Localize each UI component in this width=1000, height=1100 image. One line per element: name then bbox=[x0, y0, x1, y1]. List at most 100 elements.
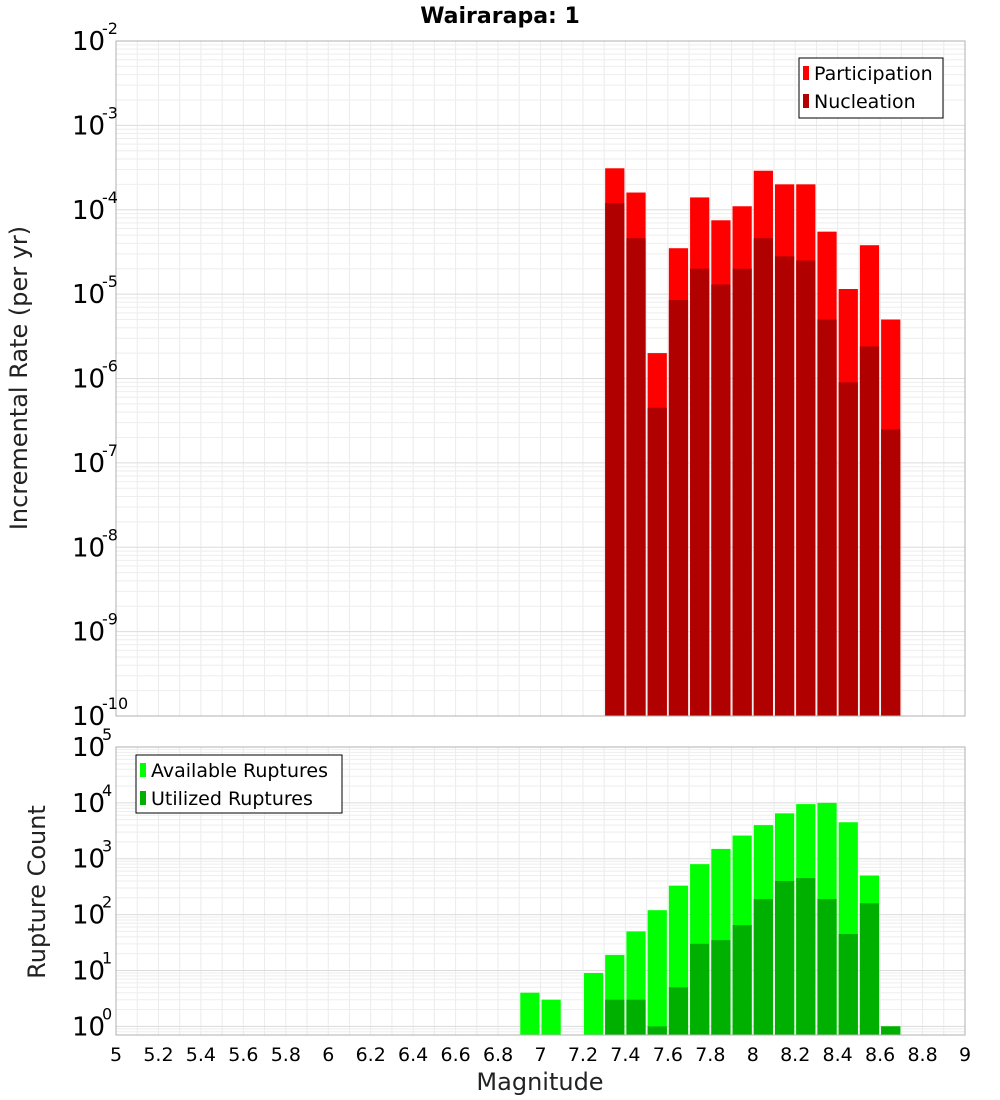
bottom-panel-legend: Available Ruptures Utilized Ruptures bbox=[135, 754, 343, 814]
y-tick-label: 102 bbox=[72, 893, 112, 931]
svg-text:10: 10 bbox=[72, 365, 105, 395]
nucleation-bar bbox=[838, 382, 858, 716]
bottom-panel-grid bbox=[115, 747, 966, 1036]
x-tick-label: 8.6 bbox=[865, 1044, 895, 1066]
x-axis-label: Magnitude bbox=[476, 1068, 603, 1096]
bottom-panel-frame bbox=[115, 746, 966, 1036]
top-panel-frame bbox=[115, 40, 966, 717]
y-tick-label: 10-2 bbox=[72, 19, 118, 57]
utilized-ruptures-bar bbox=[817, 899, 837, 1035]
x-tick-label: 6.8 bbox=[483, 1044, 513, 1066]
x-tick-label: 6.2 bbox=[356, 1044, 386, 1066]
y-tick-label: 10-6 bbox=[72, 357, 118, 395]
svg-text:1: 1 bbox=[102, 948, 112, 967]
svg-text:10: 10 bbox=[72, 733, 105, 763]
y-tick-label: 10-9 bbox=[72, 610, 118, 648]
x-tick-label: 7.2 bbox=[568, 1044, 598, 1066]
legend-box bbox=[135, 754, 343, 814]
nucleation-bar bbox=[626, 238, 646, 716]
y-tick-label: 10-3 bbox=[72, 103, 118, 141]
x-tick-label: 8.2 bbox=[780, 1044, 810, 1066]
nucleation-bar bbox=[859, 346, 880, 716]
nucleation-bar bbox=[796, 260, 816, 716]
utilized-ruptures-bar bbox=[774, 880, 795, 1035]
y-tick-label: 10-5 bbox=[72, 272, 118, 310]
svg-text:10: 10 bbox=[72, 789, 105, 819]
available-ruptures-bar bbox=[583, 973, 604, 1035]
utilized-ruptures-bar bbox=[859, 903, 880, 1035]
svg-text:-7: -7 bbox=[102, 441, 118, 460]
y-tick-label: 10-8 bbox=[72, 525, 118, 563]
svg-text:-2: -2 bbox=[102, 19, 118, 38]
y-tick-label: 103 bbox=[72, 837, 112, 875]
y-tick-label: 100 bbox=[72, 1004, 112, 1042]
svg-text:-8: -8 bbox=[102, 525, 118, 544]
x-tick-label: 7 bbox=[534, 1044, 546, 1066]
svg-text:10: 10 bbox=[72, 956, 105, 986]
utilized-ruptures-bar bbox=[647, 1026, 667, 1035]
utilized-ruptures-bar bbox=[605, 999, 625, 1035]
y-tick-label: 104 bbox=[72, 781, 112, 819]
svg-text:4: 4 bbox=[102, 781, 112, 800]
svg-text:0: 0 bbox=[102, 1004, 112, 1023]
svg-text:5: 5 bbox=[102, 725, 112, 744]
y-tick-label: 10-4 bbox=[72, 188, 118, 226]
legend-swatch bbox=[140, 791, 146, 805]
available-ruptures-bar bbox=[520, 992, 540, 1035]
x-tick-label: 7.6 bbox=[653, 1044, 683, 1066]
svg-text:3: 3 bbox=[102, 837, 112, 856]
svg-text:-10: -10 bbox=[102, 694, 128, 713]
x-tick-label: 9 bbox=[959, 1044, 971, 1066]
x-tick-label: 7.8 bbox=[695, 1044, 725, 1066]
x-tick-label: 8 bbox=[747, 1044, 759, 1066]
legend-swatch bbox=[140, 763, 146, 777]
x-tick-label: 8.4 bbox=[823, 1044, 853, 1066]
bottom-panel-y-axis-label: Rupture Count bbox=[23, 805, 51, 979]
x-tick-label: 6.6 bbox=[440, 1044, 470, 1066]
x-tick-label: 6 bbox=[322, 1044, 334, 1066]
x-tick-label: 7.4 bbox=[610, 1044, 640, 1066]
legend-label: Nucleation bbox=[814, 91, 916, 113]
svg-text:10: 10 bbox=[72, 845, 105, 875]
top-panel-y-axis-label: Incremental Rate (per yr) bbox=[5, 226, 33, 530]
x-tick-label: 5.6 bbox=[228, 1044, 258, 1066]
nucleation-bar bbox=[711, 284, 731, 716]
svg-text:2: 2 bbox=[102, 893, 112, 912]
x-tick-label: 6.4 bbox=[398, 1044, 428, 1066]
svg-text:10: 10 bbox=[72, 533, 105, 563]
legend-label: Utilized Ruptures bbox=[151, 788, 313, 810]
chart-title: Wairarapa: 1 bbox=[420, 4, 580, 29]
svg-text:10: 10 bbox=[72, 618, 105, 648]
svg-text:10: 10 bbox=[72, 1012, 105, 1042]
top-panel-grid bbox=[115, 41, 966, 717]
utilized-ruptures-bar bbox=[732, 925, 752, 1035]
svg-text:10: 10 bbox=[72, 280, 105, 310]
utilized-ruptures-bar bbox=[881, 1026, 901, 1035]
svg-text:10: 10 bbox=[72, 702, 105, 732]
top-panel-legend: Participation Nucleation bbox=[798, 57, 944, 119]
y-tick-label: 10-10 bbox=[72, 694, 128, 732]
utilized-ruptures-bar bbox=[711, 940, 731, 1035]
nucleation-bar bbox=[753, 238, 773, 716]
legend-label: Participation bbox=[814, 63, 933, 85]
nucleation-bar bbox=[881, 429, 901, 716]
bottom-panel-x-ticks: 5 5.2 5.4 5.6 5.8 6 6.2 6.4 6.6 6.8 7 7.2 7.4 7.6 7.8 8… bbox=[110, 1044, 971, 1066]
utilized-ruptures-bar bbox=[753, 899, 773, 1035]
available-ruptures-bar bbox=[647, 910, 667, 1035]
svg-text:10: 10 bbox=[72, 196, 105, 226]
utilized-ruptures-bar bbox=[796, 878, 816, 1035]
nucleation-bar bbox=[647, 407, 667, 716]
nucleation-bar bbox=[774, 256, 795, 716]
x-tick-label: 5.2 bbox=[143, 1044, 173, 1066]
svg-text:-5: -5 bbox=[102, 272, 118, 291]
legend-box bbox=[798, 57, 944, 119]
x-tick-label: 5.8 bbox=[271, 1044, 301, 1066]
available-ruptures-bar bbox=[541, 999, 561, 1035]
utilized-ruptures-bar bbox=[690, 943, 710, 1035]
x-tick-label: 5.4 bbox=[186, 1044, 216, 1066]
svg-text:10: 10 bbox=[72, 901, 105, 931]
nucleation-bar bbox=[817, 319, 837, 716]
